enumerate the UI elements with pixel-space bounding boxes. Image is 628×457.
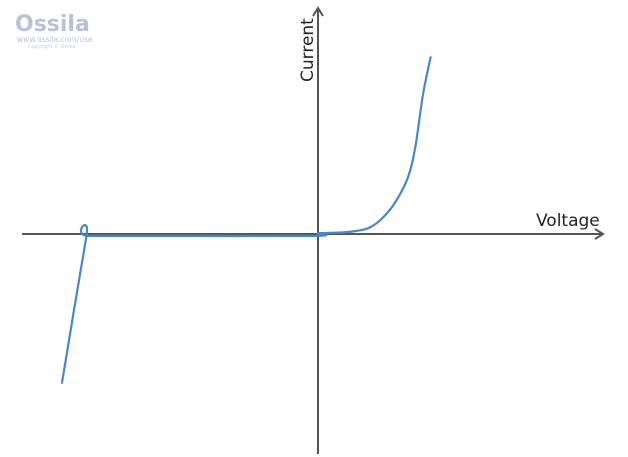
iv-curve-series-line bbox=[60, 56, 432, 384]
y-axis-label: Current bbox=[298, 18, 318, 82]
x-axis-arrowhead bbox=[594, 228, 605, 240]
y-axis-arrowhead bbox=[312, 6, 324, 17]
watermark-brand: Ossila bbox=[15, 12, 90, 37]
ossila-watermark: Ossila www.ossila.com/use Copyright © Os… bbox=[15, 12, 93, 50]
x-axis-label: Voltage bbox=[536, 211, 600, 231]
axes bbox=[22, 6, 605, 454]
watermark-url: www.ossila.com/use bbox=[17, 35, 93, 44]
watermark-copyright: Copyright © Ossila bbox=[28, 43, 76, 50]
